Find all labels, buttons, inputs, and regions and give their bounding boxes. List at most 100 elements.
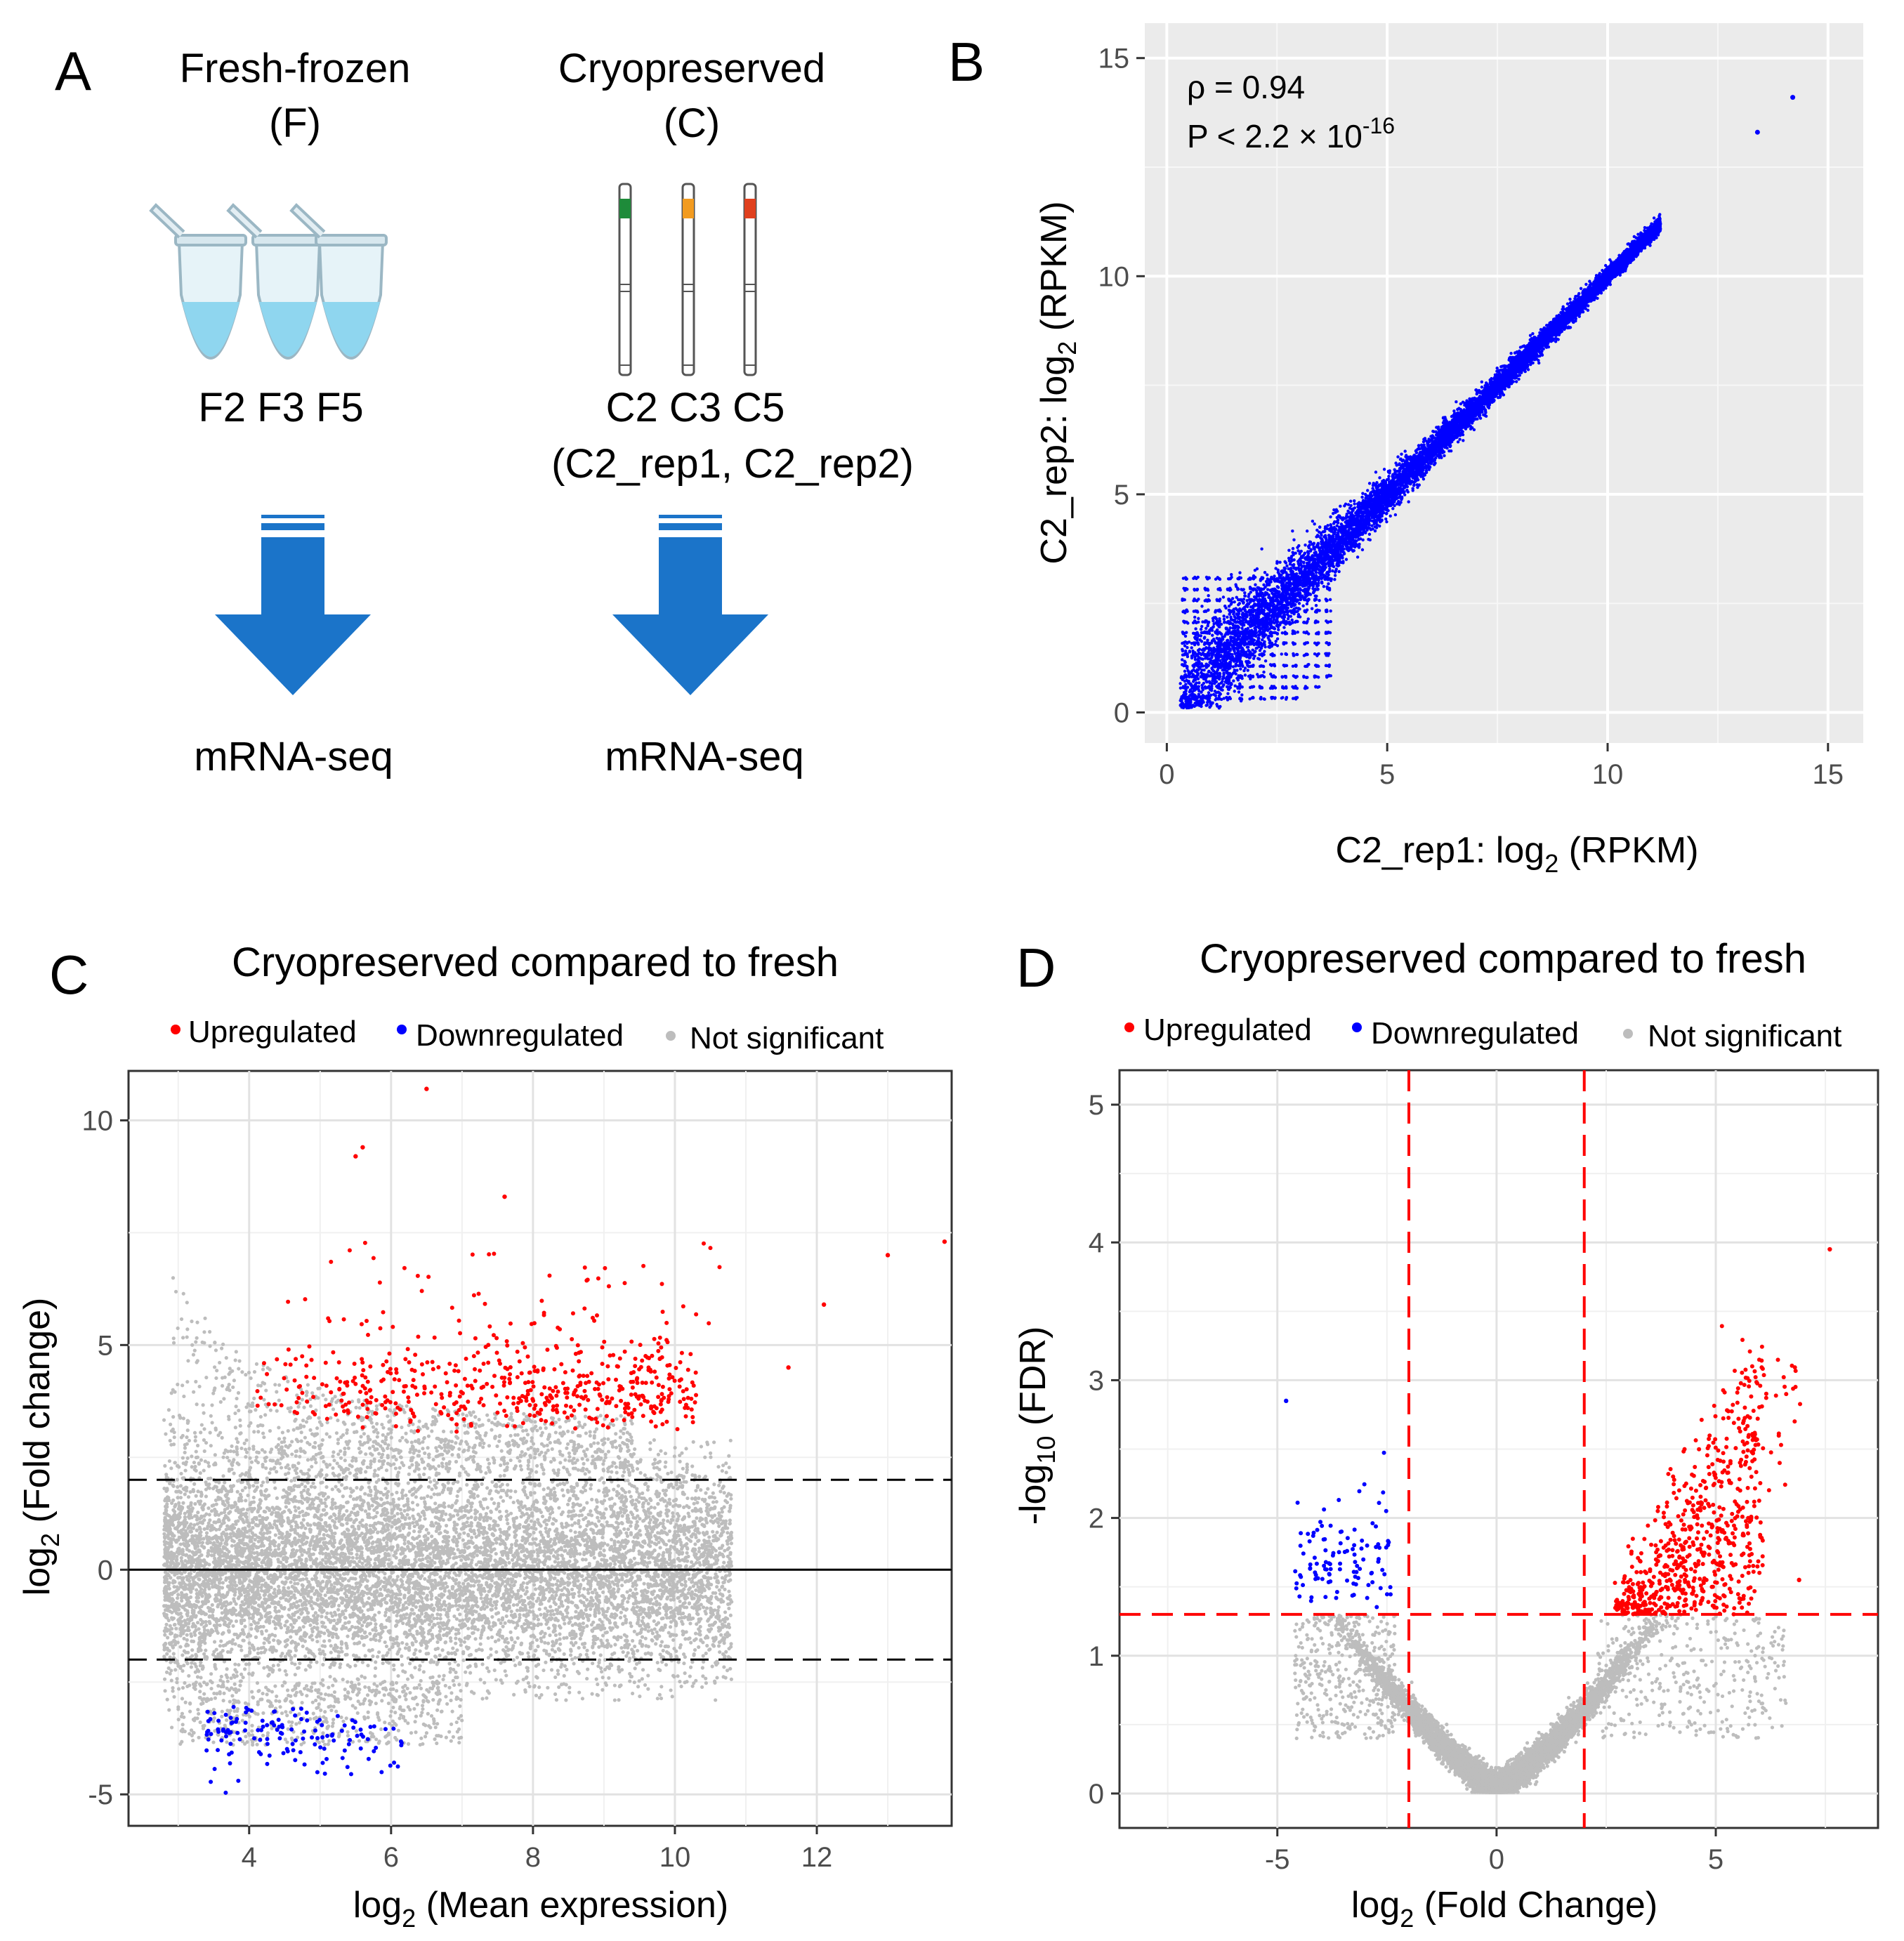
data-point	[1237, 690, 1241, 694]
data-point	[1246, 669, 1249, 672]
data-point	[1456, 407, 1459, 412]
data-point	[1263, 650, 1266, 653]
straw-icon	[743, 183, 757, 376]
data-point	[1211, 701, 1214, 704]
data-point	[1449, 449, 1453, 453]
data-point	[1568, 297, 1572, 301]
straw-body	[618, 183, 632, 376]
data-point	[1292, 558, 1296, 562]
data-point	[1327, 582, 1330, 586]
data-point	[1238, 658, 1242, 662]
plot-b-points	[1178, 95, 1796, 710]
data-point	[1306, 617, 1310, 621]
fresh-frozen-abbrev: (F)	[269, 100, 321, 146]
data-point	[1263, 659, 1268, 663]
data-point	[1456, 440, 1460, 444]
data-point	[1212, 669, 1216, 673]
data-point	[1422, 477, 1426, 481]
data-point	[1514, 380, 1518, 383]
straw-icons	[618, 183, 757, 376]
panel-a-label: A	[55, 40, 91, 102]
data-point	[1318, 525, 1322, 529]
data-point	[1245, 659, 1248, 664]
data-point	[1636, 232, 1640, 236]
data-point	[1311, 519, 1315, 523]
data-point	[1506, 385, 1511, 389]
data-point	[1233, 600, 1236, 604]
data-point	[1320, 580, 1324, 584]
data-point	[1400, 452, 1403, 456]
data-point	[1360, 495, 1364, 499]
data-point	[1526, 368, 1530, 371]
data-point	[1197, 689, 1201, 693]
data-point	[1577, 291, 1581, 296]
data-point	[1341, 544, 1345, 548]
data-point	[1262, 670, 1266, 674]
data-point	[1643, 225, 1647, 230]
data-point	[1334, 508, 1339, 512]
data-point	[1388, 514, 1392, 518]
data-point	[1206, 624, 1209, 628]
data-point	[1304, 543, 1307, 547]
data-point	[1501, 368, 1504, 371]
data-point	[1289, 556, 1293, 560]
data-point	[1308, 540, 1312, 544]
data-point	[1291, 551, 1294, 554]
data-point	[1371, 487, 1374, 490]
data-point	[1328, 567, 1332, 571]
data-point	[1292, 538, 1296, 541]
data-point	[1396, 455, 1400, 459]
arrow-down-icon	[215, 515, 371, 695]
data-point	[1565, 302, 1570, 305]
cryo-replicates-label: (C2_rep1, C2_rep2)	[551, 441, 914, 487]
data-point	[1287, 548, 1291, 552]
data-point	[1232, 679, 1235, 683]
data-point	[1391, 507, 1395, 511]
cryopreserved-abbrev: (C)	[664, 100, 721, 146]
data-point	[1393, 513, 1398, 517]
straw-body	[681, 183, 695, 376]
data-point	[1247, 595, 1250, 598]
tube-icon	[149, 203, 247, 360]
data-point	[1314, 604, 1318, 607]
panel-b: B ρ = 0.94 P < 2.2 × 10-16 0 5 10 15051015 …	[948, 23, 1863, 878]
data-point	[1282, 566, 1286, 570]
data-point	[1188, 690, 1192, 694]
straw-plug	[744, 199, 756, 218]
fresh-frozen-title: Fresh-frozen	[180, 46, 411, 91]
data-point	[1360, 548, 1365, 552]
data-point	[1204, 626, 1208, 631]
data-point	[1265, 628, 1269, 631]
data-point	[1292, 562, 1296, 567]
data-point	[1200, 662, 1204, 666]
straw-body	[743, 183, 757, 376]
data-point	[1253, 568, 1257, 572]
data-point	[1233, 690, 1236, 693]
data-point	[1260, 547, 1263, 551]
data-point	[1577, 315, 1581, 318]
data-point	[1584, 282, 1588, 287]
mrna-seq-cryo: mRNA-seq	[605, 734, 804, 779]
data-point	[1417, 444, 1421, 447]
data-point	[1222, 697, 1226, 700]
straw-icon	[681, 183, 695, 376]
data-point	[1207, 593, 1210, 598]
data-point	[1475, 392, 1478, 396]
cryo-samples-label: C2 C3 C5	[606, 385, 785, 430]
data-point	[1212, 692, 1216, 697]
straw-plug	[683, 199, 694, 218]
data-point	[1403, 449, 1407, 453]
data-point	[1305, 529, 1309, 533]
data-point	[1404, 455, 1407, 459]
tube-icon	[289, 203, 388, 360]
arrow-down-icon	[612, 515, 768, 695]
data-point	[1252, 638, 1256, 642]
data-point	[1378, 524, 1381, 528]
data-point	[1276, 568, 1280, 572]
data-point	[1315, 528, 1319, 532]
data-point	[1327, 534, 1332, 537]
data-point	[1537, 361, 1541, 365]
panel-a: A Fresh-frozen (F) Cryopreserved (C) F2 …	[55, 40, 914, 779]
data-point	[1213, 682, 1216, 685]
